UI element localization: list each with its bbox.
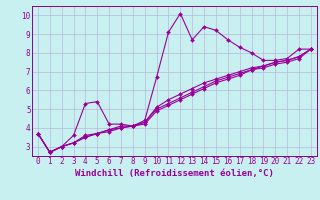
X-axis label: Windchill (Refroidissement éolien,°C): Windchill (Refroidissement éolien,°C): [75, 169, 274, 178]
